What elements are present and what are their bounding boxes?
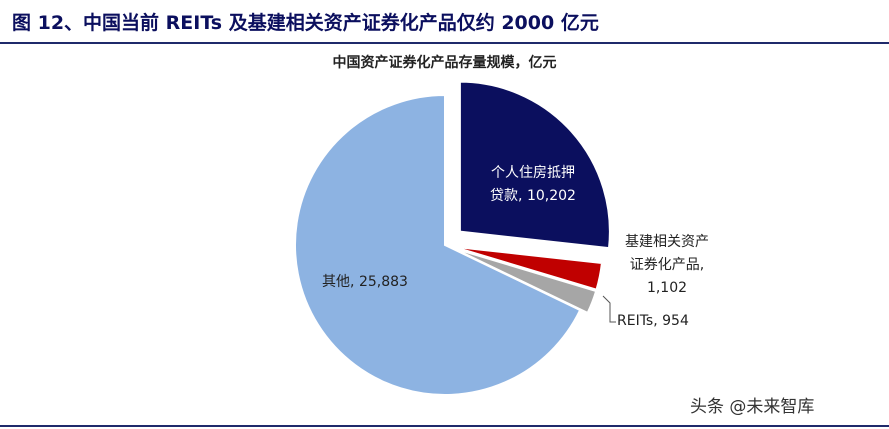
category-label: 个人住房抵押贷款 bbox=[490, 165, 575, 204]
watermark: 头条 @未来智库 bbox=[690, 397, 815, 417]
value-label: 25,883 bbox=[358, 274, 408, 290]
pie-slice bbox=[452, 246, 598, 315]
category-label: 其他 bbox=[322, 274, 351, 290]
label-separator: , bbox=[350, 274, 359, 290]
category-label: 基建相关资产证券化产品 bbox=[625, 234, 709, 273]
leader-line bbox=[602, 295, 616, 323]
pie-slice bbox=[458, 80, 611, 250]
chart-title: 中国资产证券化产品存量规模，亿元 bbox=[332, 55, 557, 71]
bottom-rule bbox=[0, 425, 889, 427]
value-label: 954 bbox=[662, 313, 689, 329]
value-label: 1,102 bbox=[646, 280, 688, 296]
value-label: 10,202 bbox=[526, 188, 576, 204]
category-label: REITs bbox=[617, 313, 654, 329]
label-separator: , bbox=[699, 257, 705, 273]
slice-label: 其他, 25,883 bbox=[300, 271, 430, 294]
top-rule bbox=[0, 42, 889, 44]
label-separator: , bbox=[653, 313, 663, 329]
label-separator: , bbox=[518, 188, 527, 204]
slice-label: 个人住房抵押贷款, 10,202 bbox=[485, 162, 581, 208]
figure-title: 图 12、中国当前 REITs 及基建相关资产证券化产品仅约 2000 亿元 bbox=[12, 12, 599, 34]
pie-slice bbox=[452, 245, 604, 291]
slice-label: 基建相关资产证券化产品, 1,102 bbox=[622, 231, 712, 300]
slice-label: REITs, 954 bbox=[617, 310, 707, 333]
pie-slice bbox=[294, 93, 582, 396]
